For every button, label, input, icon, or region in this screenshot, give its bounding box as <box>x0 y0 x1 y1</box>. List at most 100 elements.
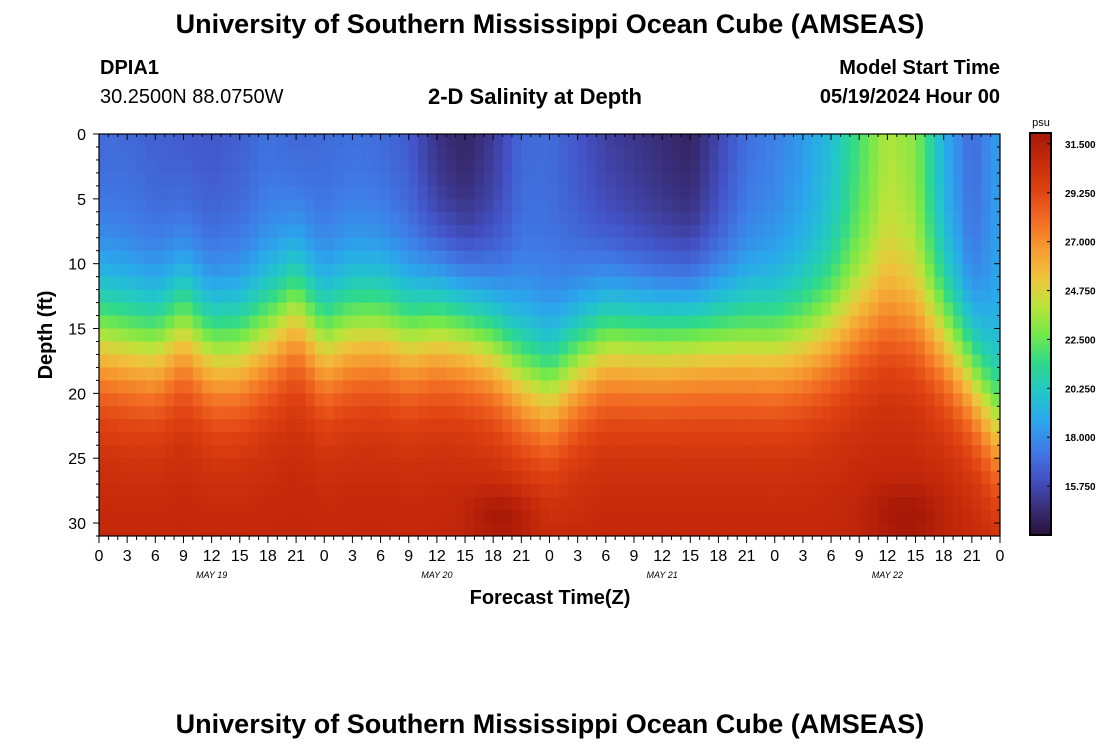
heatmap-cell <box>267 172 278 187</box>
heatmap-cell <box>474 185 485 200</box>
heatmap-cell <box>662 523 673 536</box>
heatmap-cell <box>371 497 382 511</box>
heatmap-cell <box>277 484 288 498</box>
heatmap-cell <box>558 419 569 433</box>
heatmap-cell <box>859 432 870 446</box>
heatmap-cell <box>774 302 785 317</box>
heatmap-cell <box>605 367 616 381</box>
heatmap-cell <box>418 263 429 278</box>
heatmap-cell <box>934 432 945 446</box>
heatmap-cell <box>643 185 654 200</box>
heatmap-cell <box>286 185 297 200</box>
heatmap-cell <box>727 172 738 187</box>
heatmap-cell <box>568 302 579 317</box>
heatmap-cell <box>596 523 607 536</box>
heatmap-cell <box>183 315 194 330</box>
heatmap-cell <box>605 510 616 524</box>
heatmap-cell <box>465 185 476 200</box>
heatmap-cell <box>924 328 935 343</box>
heatmap-cell <box>333 289 344 304</box>
heatmap-cell <box>361 458 372 472</box>
heatmap-cell <box>981 302 992 317</box>
heatmap-cell <box>924 237 935 252</box>
heatmap-cell <box>906 315 917 330</box>
heatmap-cell <box>746 419 757 433</box>
heatmap-cell <box>343 198 354 213</box>
heatmap-cell <box>605 406 616 420</box>
heatmap-cell <box>699 406 710 420</box>
heatmap-cell <box>849 198 860 213</box>
heatmap-cell <box>755 159 766 174</box>
heatmap-cell <box>465 471 476 485</box>
heatmap-cell <box>558 159 569 174</box>
heatmap-cell <box>755 211 766 226</box>
heatmap-cell <box>136 289 147 304</box>
heatmap-cell <box>202 159 213 174</box>
heatmap-cell <box>521 523 532 536</box>
heatmap-cell <box>746 328 757 343</box>
heatmap-cell <box>277 380 288 394</box>
heatmap-cell <box>521 445 532 459</box>
heatmap-cell <box>352 419 363 433</box>
heatmap-cell <box>727 159 738 174</box>
heatmap-cell <box>802 276 813 291</box>
heatmap-cell <box>746 289 757 304</box>
heatmap-cell <box>727 406 738 420</box>
heatmap-cell <box>267 354 278 369</box>
heatmap-cell <box>521 497 532 511</box>
heatmap-cell <box>427 367 438 381</box>
heatmap-cell <box>202 328 213 343</box>
heatmap-cell <box>915 263 926 278</box>
heatmap-cell <box>690 302 701 317</box>
heatmap-cell <box>934 224 945 239</box>
heatmap-cell <box>343 134 354 148</box>
heatmap-cell <box>221 211 231 226</box>
heatmap-cell <box>727 146 738 161</box>
heatmap-cell <box>511 419 522 433</box>
heatmap-cell <box>511 497 522 511</box>
heatmap-cell <box>446 211 457 226</box>
heatmap-cell <box>249 146 260 161</box>
heatmap-cell <box>680 380 691 394</box>
heatmap-cell <box>859 393 870 407</box>
heatmap-cell <box>305 341 316 356</box>
x-tick-label: 18 <box>259 548 277 565</box>
heatmap-cell <box>680 328 691 343</box>
heatmap-cell <box>540 263 551 278</box>
heatmap-cell <box>596 354 607 369</box>
heatmap-cell <box>446 224 457 239</box>
heatmap-cell <box>971 159 982 174</box>
heatmap-cell <box>840 185 851 200</box>
heatmap-cell <box>859 458 870 472</box>
heatmap-cell <box>483 445 494 459</box>
heatmap-cell <box>183 432 194 446</box>
heatmap-cell <box>652 198 663 213</box>
heatmap-cell <box>671 419 682 433</box>
heatmap-cell <box>943 185 954 200</box>
heatmap-cell <box>915 458 926 472</box>
heatmap-cell <box>587 302 598 317</box>
heatmap-cell <box>136 146 147 161</box>
heatmap-cell <box>305 510 316 524</box>
heatmap-cell <box>221 146 231 161</box>
heatmap-cell <box>849 367 860 381</box>
heatmap-cell <box>446 510 457 524</box>
heatmap-cell <box>652 458 663 472</box>
heatmap-cell <box>258 497 269 511</box>
heatmap-cell <box>324 224 335 239</box>
heatmap-cell <box>962 406 973 420</box>
heatmap-cell <box>812 458 823 472</box>
heatmap-cell <box>934 237 945 252</box>
heatmap-cell <box>258 354 269 369</box>
heatmap-cell <box>558 211 569 226</box>
heatmap-cell <box>455 445 466 459</box>
heatmap-cell <box>558 523 569 536</box>
heatmap-cell <box>568 497 579 511</box>
heatmap-cell <box>812 471 823 485</box>
heatmap-cell <box>277 237 288 252</box>
heatmap-cell <box>455 341 466 356</box>
heatmap-cell <box>718 315 729 330</box>
heatmap-cell <box>690 263 701 278</box>
heatmap-cell <box>164 419 175 433</box>
heatmap-cell <box>530 302 541 317</box>
